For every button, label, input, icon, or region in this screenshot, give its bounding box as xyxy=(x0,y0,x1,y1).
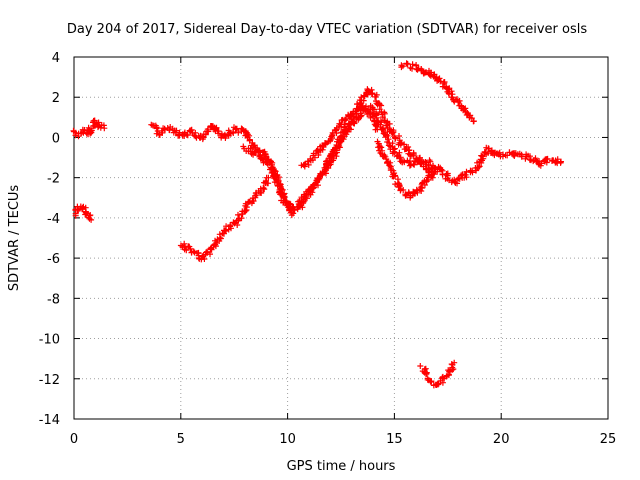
series-markers xyxy=(70,117,108,140)
x-tick-label: 25 xyxy=(600,432,617,447)
series-track-h xyxy=(398,60,477,125)
series-track-f xyxy=(374,138,445,201)
x-tick-label: 0 xyxy=(70,432,78,447)
grid xyxy=(74,57,608,419)
y-tick-label: 0 xyxy=(52,131,60,146)
series-markers xyxy=(240,86,436,219)
series-track-a xyxy=(70,117,108,140)
y-tick-label: -10 xyxy=(39,333,60,348)
series-markers xyxy=(148,102,564,214)
y-axis-label: SDTVAR / TECUs xyxy=(7,185,22,292)
data-series xyxy=(70,60,564,389)
series-track-i xyxy=(417,359,458,389)
series-markers xyxy=(398,60,477,125)
series-track-e xyxy=(298,102,381,170)
series-track-g xyxy=(177,174,272,263)
y-tick-label: 2 xyxy=(52,91,60,106)
series-markers xyxy=(298,102,381,170)
y-tick-label: -12 xyxy=(39,373,60,388)
y-tick-label: -4 xyxy=(47,212,60,227)
series-track-d xyxy=(240,86,436,219)
x-axis-label: GPS time / hours xyxy=(287,459,396,474)
x-tick-label: 15 xyxy=(386,432,403,447)
series-markers xyxy=(374,138,445,201)
plot-frame xyxy=(73,56,609,420)
series-track-b xyxy=(72,203,95,223)
series-markers xyxy=(417,359,458,389)
y-tick-label: -6 xyxy=(47,252,60,267)
series-markers xyxy=(177,174,272,263)
y-tick-label: -8 xyxy=(47,292,60,307)
x-tick-label: 20 xyxy=(493,432,510,447)
series-markers xyxy=(72,203,95,223)
y-tick-label: 4 xyxy=(52,51,60,66)
series-track-c xyxy=(148,102,564,214)
x-tick-label: 5 xyxy=(177,432,185,447)
y-tick-label: -2 xyxy=(47,172,60,187)
x-tick-label: 10 xyxy=(279,432,296,447)
chart-title: Day 204 of 2017, Sidereal Day-to-day VTE… xyxy=(67,22,587,37)
y-tick-label: -14 xyxy=(39,413,60,428)
